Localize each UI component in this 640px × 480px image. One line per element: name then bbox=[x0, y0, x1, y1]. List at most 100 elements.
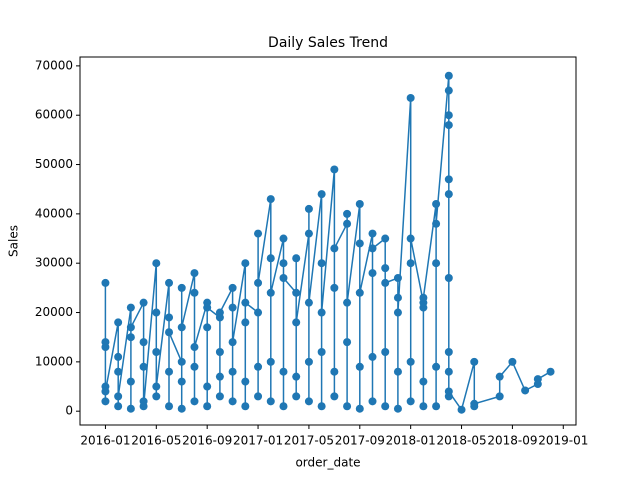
data-point bbox=[279, 234, 288, 243]
data-point bbox=[215, 392, 224, 401]
y-tick-label: 10000 bbox=[35, 354, 73, 368]
data-point bbox=[521, 386, 530, 395]
data-point bbox=[190, 397, 199, 406]
y-axis-label: Sales bbox=[7, 225, 21, 257]
data-point bbox=[152, 382, 161, 391]
data-point bbox=[368, 229, 377, 238]
x-tick-label: 2018-01 bbox=[386, 434, 436, 448]
data-point bbox=[432, 259, 441, 268]
data-point bbox=[279, 367, 288, 376]
data-point bbox=[126, 333, 135, 342]
chart-title: Daily Sales Trend bbox=[268, 35, 388, 51]
data-point bbox=[165, 328, 174, 337]
x-tick-label: 2016-05 bbox=[131, 434, 181, 448]
data-point bbox=[139, 298, 148, 307]
y-tick-label: 50000 bbox=[35, 157, 73, 171]
data-point bbox=[317, 190, 326, 199]
data-point bbox=[279, 402, 288, 411]
data-point bbox=[228, 338, 237, 347]
data-point bbox=[228, 303, 237, 312]
data-point bbox=[355, 200, 364, 209]
data-point bbox=[368, 244, 377, 253]
data-point bbox=[254, 392, 263, 401]
data-point bbox=[152, 308, 161, 317]
data-point bbox=[279, 259, 288, 268]
data-point bbox=[406, 397, 415, 406]
data-point bbox=[444, 71, 453, 80]
data-point bbox=[203, 323, 212, 332]
data-point bbox=[241, 259, 250, 268]
data-point bbox=[177, 377, 186, 386]
data-point bbox=[228, 367, 237, 376]
data-point bbox=[470, 357, 479, 366]
data-point bbox=[343, 298, 352, 307]
data-point bbox=[241, 298, 250, 307]
data-point bbox=[241, 318, 250, 327]
x-tick-label: 2017-09 bbox=[335, 434, 385, 448]
data-point bbox=[419, 303, 428, 312]
data-point bbox=[381, 234, 390, 243]
data-point bbox=[444, 86, 453, 95]
data-point bbox=[495, 372, 504, 381]
data-point bbox=[393, 273, 402, 282]
y-tick-label: 20000 bbox=[35, 305, 73, 319]
data-point bbox=[152, 347, 161, 356]
data-point bbox=[101, 338, 110, 347]
data-point bbox=[139, 338, 148, 347]
data-point bbox=[368, 352, 377, 361]
data-point bbox=[317, 308, 326, 317]
x-tick-label: 2016-01 bbox=[80, 434, 130, 448]
y-tick-label: 60000 bbox=[35, 108, 73, 122]
x-tick-label: 2017-05 bbox=[284, 434, 334, 448]
data-point bbox=[419, 293, 428, 302]
data-point bbox=[330, 283, 339, 292]
data-point bbox=[101, 397, 110, 406]
data-point bbox=[444, 387, 453, 396]
data-point bbox=[330, 367, 339, 376]
data-point bbox=[152, 392, 161, 401]
data-point bbox=[254, 278, 263, 287]
x-tick-label: 2017-01 bbox=[233, 434, 283, 448]
data-point bbox=[355, 239, 364, 248]
data-point bbox=[292, 318, 301, 327]
y-tick-label: 0 bbox=[65, 404, 73, 418]
data-point bbox=[355, 288, 364, 297]
data-point bbox=[444, 121, 453, 130]
data-point bbox=[177, 357, 186, 366]
data-point bbox=[444, 273, 453, 282]
data-point bbox=[330, 165, 339, 174]
data-point bbox=[101, 278, 110, 287]
data-point bbox=[190, 343, 199, 352]
data-point bbox=[317, 259, 326, 268]
data-point bbox=[292, 392, 301, 401]
data-point bbox=[114, 318, 123, 327]
data-point bbox=[343, 402, 352, 411]
data-point bbox=[368, 397, 377, 406]
data-point bbox=[432, 219, 441, 228]
plot-frame bbox=[79, 56, 577, 426]
data-point bbox=[355, 404, 364, 413]
data-point bbox=[126, 303, 135, 312]
data-point bbox=[393, 367, 402, 376]
data-point bbox=[190, 362, 199, 371]
data-point bbox=[444, 347, 453, 356]
data-point bbox=[304, 397, 313, 406]
data-point bbox=[381, 347, 390, 356]
data-point bbox=[381, 402, 390, 411]
y-tick-label: 40000 bbox=[35, 206, 73, 220]
data-point bbox=[495, 392, 504, 401]
data-point bbox=[368, 269, 377, 278]
data-point bbox=[432, 362, 441, 371]
data-point bbox=[317, 347, 326, 356]
data-point bbox=[203, 303, 212, 312]
data-point bbox=[266, 397, 275, 406]
data-point bbox=[444, 175, 453, 184]
data-point bbox=[114, 402, 123, 411]
data-point bbox=[190, 288, 199, 297]
data-point bbox=[190, 269, 199, 278]
data-point bbox=[470, 399, 479, 408]
data-point bbox=[343, 209, 352, 218]
data-point bbox=[444, 111, 453, 120]
y-tick-label: 30000 bbox=[35, 256, 73, 270]
